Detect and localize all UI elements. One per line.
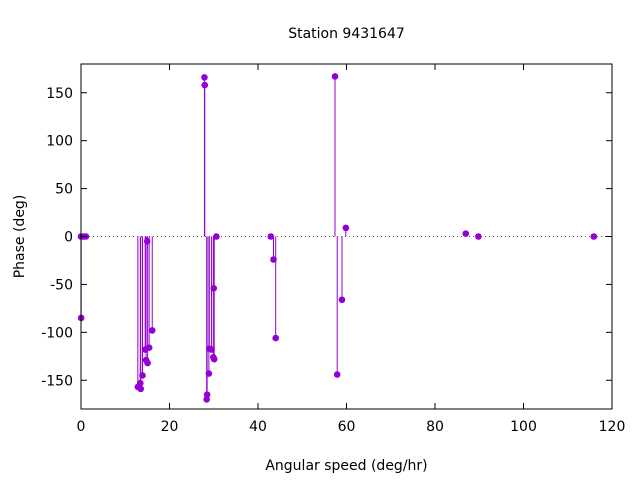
- y-tick-label: 0: [64, 230, 73, 246]
- x-tick-label: 0: [77, 419, 86, 435]
- plot-frame: [80, 63, 613, 410]
- data-point: [143, 237, 151, 245]
- data-point: [272, 334, 280, 342]
- x-axis-label: Angular speed (deg/hr): [265, 458, 427, 474]
- y-tick-label: 50: [55, 182, 73, 198]
- data-point: [144, 359, 151, 367]
- data-point: [203, 391, 211, 398]
- data-point: [139, 372, 146, 379]
- data-point: [590, 233, 598, 240]
- data-point: [475, 233, 482, 240]
- data-point: [136, 379, 144, 387]
- data-point: [267, 233, 275, 240]
- data-point: [338, 296, 346, 304]
- chart-title: Station 9431647: [288, 26, 405, 42]
- data-point: [203, 396, 210, 403]
- data-point: [213, 233, 220, 240]
- data-point: [201, 81, 209, 89]
- x-tick-label: 60: [338, 419, 356, 435]
- data-point: [331, 73, 339, 80]
- x-tick-label: 40: [249, 419, 267, 435]
- y-tick-label: -50: [50, 277, 73, 293]
- data-point: [208, 346, 215, 353]
- data-point: [270, 256, 277, 263]
- x-tick-label: 80: [426, 419, 444, 435]
- data-point: [201, 74, 208, 81]
- y-tick-label: 150: [46, 86, 73, 102]
- data-point: [210, 284, 218, 292]
- data-point: [145, 344, 153, 351]
- data-point: [333, 371, 341, 378]
- x-tick-label: 120: [599, 419, 626, 435]
- data-point: [462, 230, 470, 237]
- y-tick-label: -100: [41, 325, 73, 341]
- y-tick-label: 100: [46, 134, 73, 150]
- x-tick-label: 20: [161, 419, 179, 435]
- data-point: [205, 370, 213, 377]
- data-point: [342, 224, 350, 232]
- data-point: [148, 327, 156, 334]
- data-point: [137, 385, 145, 393]
- y-axis-label: Phase (deg): [12, 195, 28, 279]
- x-tick-label: 100: [510, 419, 537, 435]
- data-point: [210, 355, 218, 363]
- y-tick-label: -150: [41, 373, 73, 389]
